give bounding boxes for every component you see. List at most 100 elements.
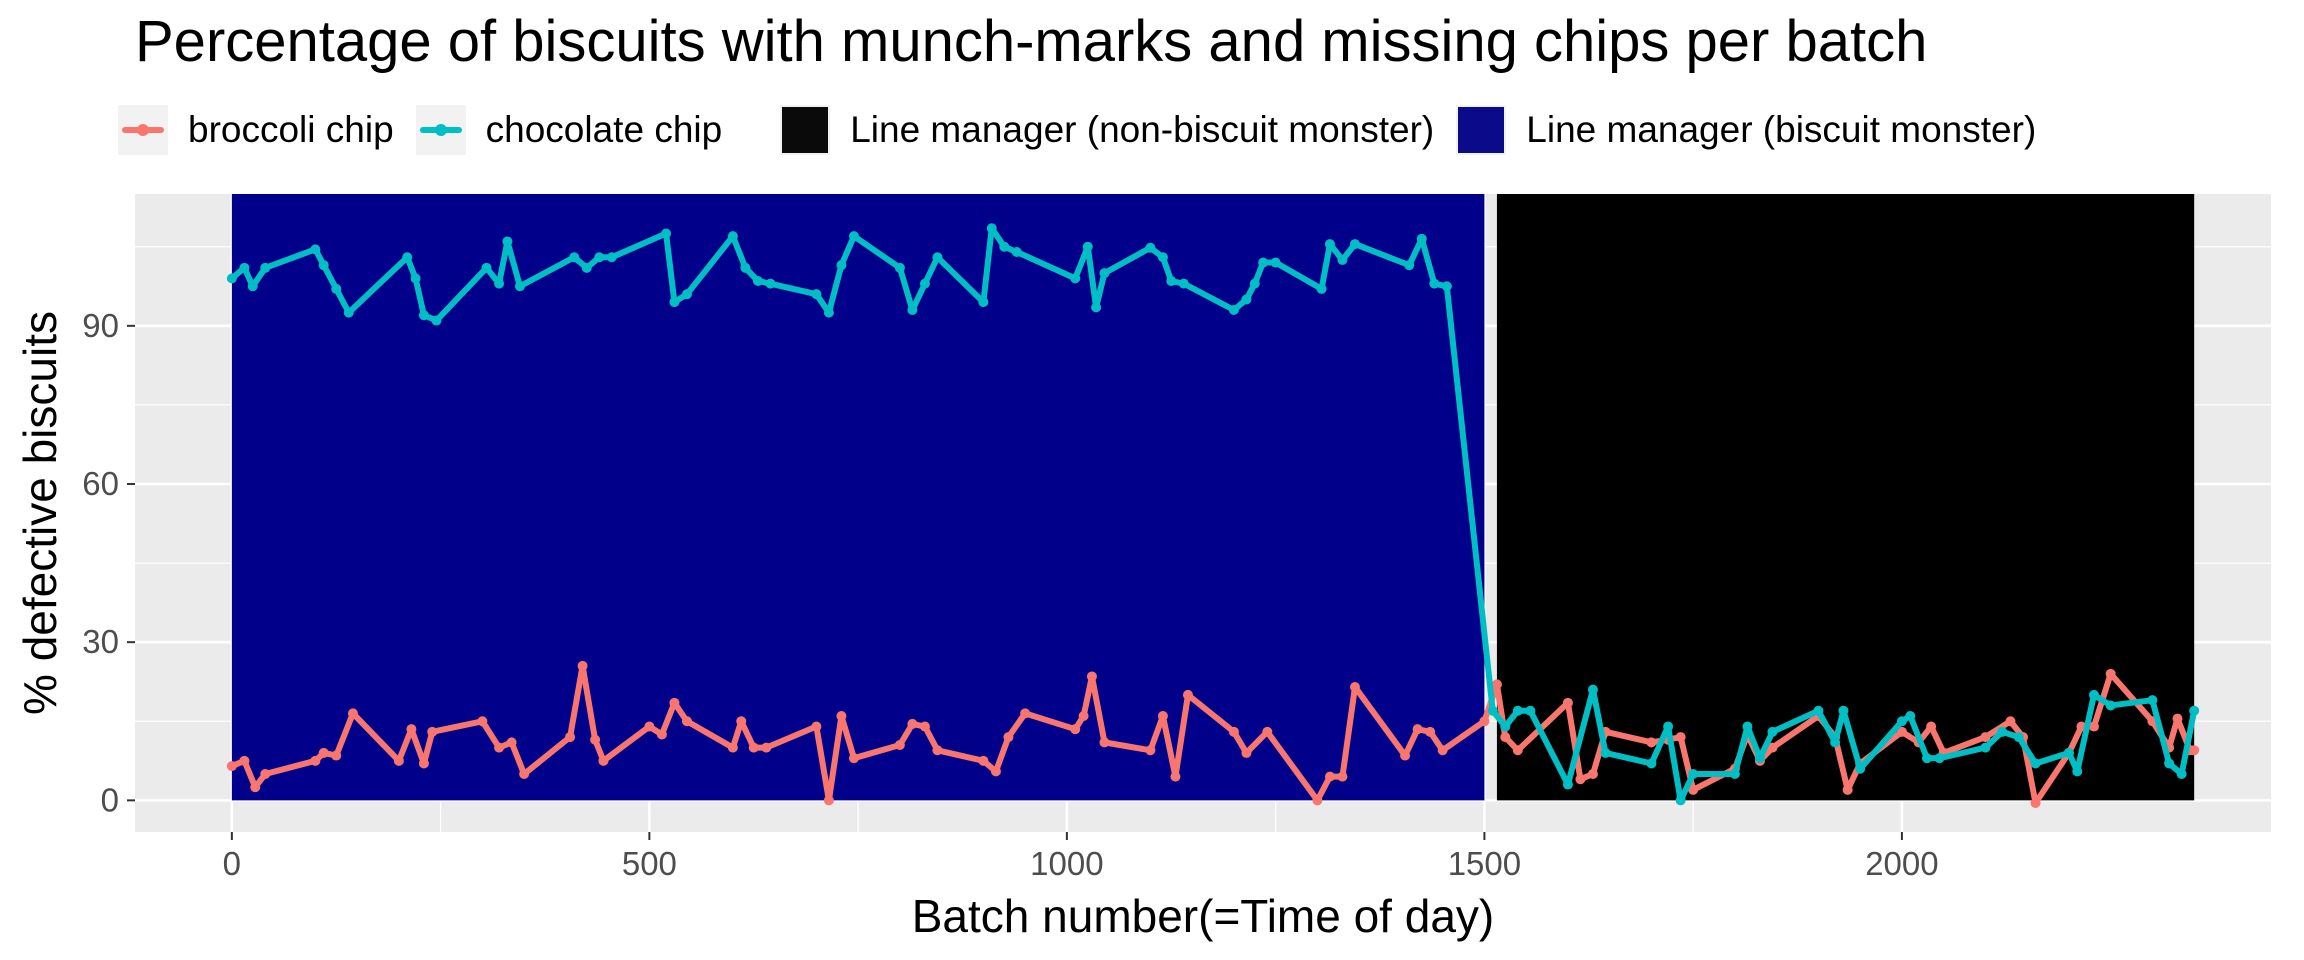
data-point-broccoli-chip [2172, 713, 2183, 724]
data-point-chocolate-chip [999, 241, 1010, 252]
data-point-broccoli-chip [1020, 708, 1031, 719]
data-point-chocolate-chip [2164, 758, 2175, 769]
data-point-broccoli-chip [260, 769, 271, 779]
x-tick-label: 0 [223, 845, 241, 882]
legend: broccoli chip chocolate chip Line manage… [118, 104, 2304, 156]
data-point-broccoli-chip [811, 721, 822, 732]
data-point-chocolate-chip [2105, 700, 2116, 711]
data-point-chocolate-chip [247, 281, 258, 292]
data-point-broccoli-chip [1078, 711, 1089, 721]
data-point-chocolate-chip [1729, 769, 1740, 779]
data-point-chocolate-chip [986, 223, 997, 234]
data-point-broccoli-chip [1575, 774, 1586, 785]
data-point-chocolate-chip [1688, 769, 1699, 779]
chart-title: Percentage of biscuits with munch-marks … [135, 9, 1928, 74]
data-point-broccoli-chip [1500, 732, 1511, 743]
data-point-chocolate-chip [1316, 283, 1327, 294]
data-point-chocolate-chip [239, 262, 250, 273]
data-point-broccoli-chip [932, 745, 943, 756]
data-point-broccoli-chip [669, 697, 680, 708]
data-point-chocolate-chip [2189, 705, 2200, 716]
x-tick-label: 2000 [1865, 845, 1938, 882]
data-point-broccoli-chip [1182, 689, 1193, 700]
legend-item-broccoli: broccoli chip [118, 105, 394, 155]
data-point-chocolate-chip [752, 276, 763, 286]
legend-key-broccoli [118, 105, 168, 155]
data-point-chocolate-chip [310, 244, 321, 255]
data-point-chocolate-chip [1754, 753, 1765, 764]
data-point-broccoli-chip [598, 755, 609, 766]
data-point-chocolate-chip [1512, 705, 1523, 716]
data-point-broccoli-chip [310, 755, 321, 766]
data-point-broccoli-chip [1003, 732, 1014, 743]
y-tick-label: 60 [82, 465, 119, 502]
data-point-chocolate-chip [681, 289, 692, 300]
data-point-broccoli-chip [2088, 721, 2099, 732]
region-line-manager-biscuit-monster [231, 194, 1485, 801]
legend-item-non-biscuit-monster: Line manager (non-biscuit monster) [780, 105, 1434, 155]
data-point-chocolate-chip [1429, 278, 1440, 289]
data-point-broccoli-chip [1145, 745, 1156, 756]
legend-key-non-biscuit-monster [780, 105, 831, 155]
data-point-chocolate-chip [1830, 737, 1841, 748]
data-point-chocolate-chip [331, 283, 342, 294]
data-point-chocolate-chip [1905, 711, 1916, 721]
data-point-chocolate-chip [1767, 726, 1778, 737]
data-point-broccoli-chip [519, 769, 530, 779]
data-point-chocolate-chip [594, 252, 605, 263]
data-point-chocolate-chip [1934, 753, 1945, 764]
data-point-chocolate-chip [2013, 732, 2024, 743]
data-point-chocolate-chip [502, 236, 513, 247]
data-point-chocolate-chip [1157, 252, 1168, 263]
data-point-broccoli-chip [907, 718, 918, 729]
y-tick-label: 90 [82, 307, 119, 344]
data-point-broccoli-chip [1842, 784, 1853, 795]
data-point-chocolate-chip [932, 252, 943, 263]
data-point-chocolate-chip [1487, 705, 1498, 716]
data-point-broccoli-chip [331, 750, 342, 761]
data-point-broccoli-chip [1228, 726, 1239, 737]
data-point-chocolate-chip [1337, 254, 1348, 265]
data-point-chocolate-chip [1600, 747, 1611, 758]
data-point-broccoli-chip [727, 742, 738, 753]
data-point-broccoli-chip [2105, 668, 2116, 679]
region-line-manager-non-biscuit-monster [1496, 194, 2195, 801]
data-point-chocolate-chip [260, 262, 271, 273]
data-point-broccoli-chip [318, 747, 329, 758]
data-point-chocolate-chip [1813, 705, 1824, 716]
data-point-broccoli-chip [1099, 737, 1110, 748]
data-point-broccoli-chip [1646, 737, 1657, 748]
x-tick-label: 1000 [1030, 845, 1103, 882]
data-point-broccoli-chip [1412, 724, 1423, 735]
data-point-chocolate-chip [1562, 779, 1573, 790]
data-point-chocolate-chip [2072, 766, 2083, 777]
data-point-chocolate-chip [1241, 294, 1252, 305]
data-point-chocolate-chip [318, 260, 329, 271]
data-point-chocolate-chip [919, 278, 930, 289]
legend-label-broccoli: broccoli chip [188, 109, 394, 150]
data-point-broccoli-chip [1479, 716, 1490, 727]
data-point-broccoli-chip [919, 721, 930, 732]
data-point-broccoli-chip [1262, 726, 1273, 737]
data-point-broccoli-chip [393, 755, 404, 766]
data-point-broccoli-chip [1562, 697, 1573, 708]
data-point-broccoli-chip [761, 742, 772, 753]
data-point-chocolate-chip [1349, 239, 1360, 250]
data-point-broccoli-chip [1980, 732, 1991, 743]
data-point-broccoli-chip [736, 716, 747, 727]
data-point-chocolate-chip [343, 307, 354, 318]
data-point-chocolate-chip [1011, 247, 1022, 257]
data-point-broccoli-chip [427, 726, 438, 737]
data-point-broccoli-chip [506, 737, 517, 748]
data-point-chocolate-chip [1324, 239, 1335, 250]
data-point-broccoli-chip [477, 716, 488, 727]
data-point-broccoli-chip [1157, 711, 1168, 721]
data-point-chocolate-chip [669, 297, 680, 308]
data-point-broccoli-chip [644, 721, 655, 732]
data-point-chocolate-chip [1178, 278, 1189, 289]
data-point-broccoli-chip [1491, 679, 1502, 690]
data-point-broccoli-chip [239, 755, 250, 766]
data-point-chocolate-chip [894, 262, 905, 273]
data-point-broccoli-chip [1349, 682, 1360, 692]
